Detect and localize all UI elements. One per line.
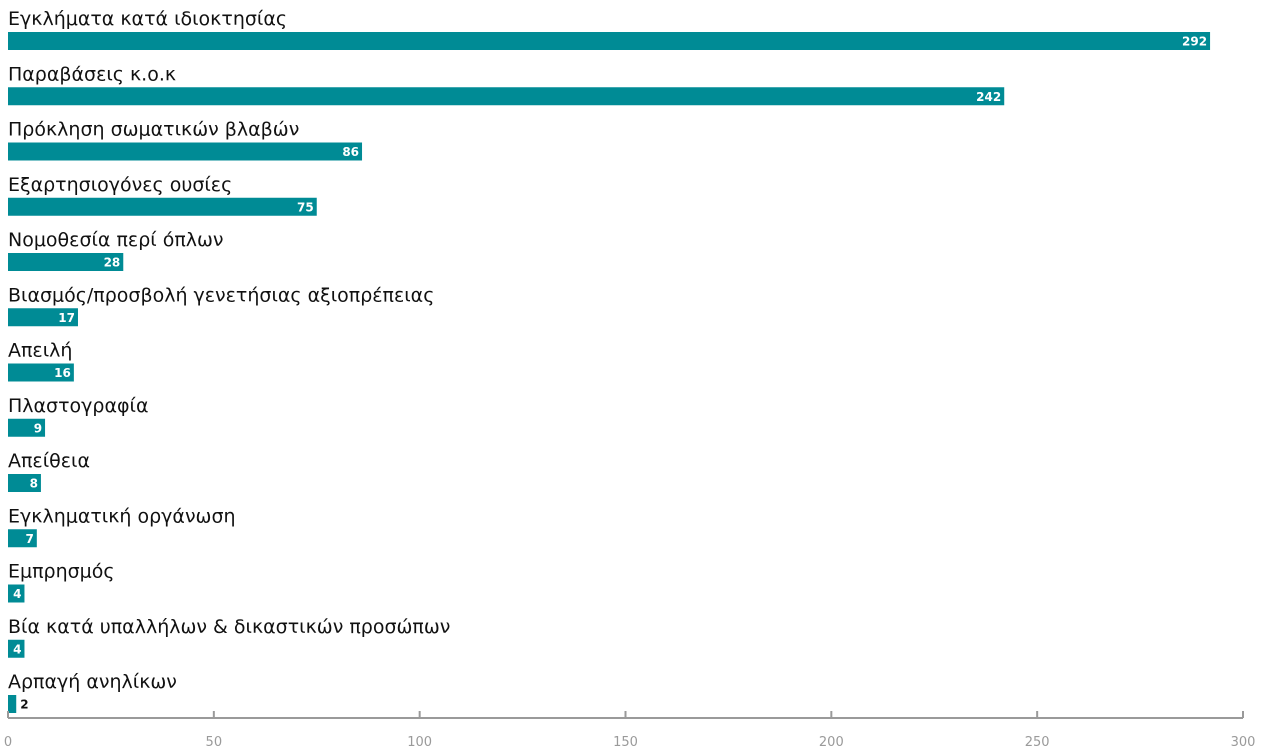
bar <box>8 142 363 161</box>
value-label: 16 <box>54 366 71 380</box>
value-label: 75 <box>297 200 314 214</box>
x-tick-label: 300 <box>1231 735 1256 750</box>
value-label: 8 <box>30 477 38 491</box>
category-label: Νομοθεσία περί όπλων <box>8 229 224 251</box>
bar-row: Απειλή 16 <box>8 340 74 382</box>
bar <box>8 253 124 271</box>
category-label: Παραβάσεις κ.ο.κ <box>8 63 176 85</box>
bar <box>8 32 1211 50</box>
value-label: 242 <box>976 90 1001 104</box>
value-label: 4 <box>13 642 21 656</box>
category-label: Αρπαγή ανηλίκων <box>8 671 177 693</box>
value-label: 292 <box>1182 35 1207 49</box>
bar-row: Εξαρτησιογόνες ουσίες 75 <box>8 174 317 216</box>
bar <box>8 87 1005 106</box>
bar <box>8 584 25 603</box>
bar-row: Εγκλήματα κατά ιδιοκτησίας 292 <box>8 8 1211 50</box>
bar-row: Βία κατά υπαλλήλων & δικαστικών προσώπων… <box>8 616 450 658</box>
bar <box>8 529 37 548</box>
value-label: 4 <box>13 587 21 601</box>
bar-row: Πλαστογραφία 9 <box>8 395 148 437</box>
value-label: 86 <box>342 145 359 159</box>
bar <box>8 639 25 658</box>
category-label: Εξαρτησιογόνες ουσίες <box>8 174 232 196</box>
x-tick-label: 100 <box>407 735 432 750</box>
category-label: Απείθεια <box>8 450 90 472</box>
bar-row: Παραβάσεις κ.ο.κ 242 <box>8 63 1005 106</box>
bar <box>8 363 74 382</box>
x-axis: 0 50 100 150 200 250 300 <box>4 711 1256 750</box>
bar <box>8 197 317 216</box>
value-label: 9 <box>34 421 42 435</box>
bar <box>8 418 46 437</box>
category-label: Πλαστογραφία <box>8 395 148 417</box>
category-label: Βία κατά υπαλλήλων & δικαστικών προσώπων <box>8 616 450 638</box>
bar-row: Νομοθεσία περί όπλων 28 <box>8 229 224 271</box>
x-tick-label: 50 <box>206 735 223 750</box>
bar-row: Πρόκληση σωματικών βλαβών 86 <box>8 119 363 161</box>
x-tick-label: 0 <box>4 735 12 750</box>
bar <box>8 308 78 327</box>
bars-layer: Εγκλήματα κατά ιδιοκτησίας 292 Παραβάσεις … <box>8 8 1211 713</box>
category-label: Εγκληματική οργάνωση <box>8 505 236 527</box>
value-label: 28 <box>104 256 121 270</box>
bar <box>8 695 17 713</box>
bar <box>8 474 41 492</box>
category-label: Απειλή <box>8 340 72 362</box>
category-label: Πρόκληση σωματικών βλαβών <box>8 119 299 141</box>
bar-row: Εμπρησμός 4 <box>8 561 115 603</box>
x-tick-label: 250 <box>1025 735 1050 750</box>
category-label: Εγκλήματα κατά ιδιοκτησίας <box>8 8 287 30</box>
x-tick-label: 150 <box>613 735 638 750</box>
category-label: Βιασμός/προσβολή γενετήσιας αξιοπρέπειας <box>8 284 434 306</box>
bar-row: Αρπαγή ανηλίκων 2 <box>8 671 177 713</box>
bar-row: Εγκληματική οργάνωση 7 <box>8 505 236 548</box>
x-tick-label: 200 <box>819 735 844 750</box>
bar-row: Απείθεια 8 <box>8 450 90 492</box>
value-label: 17 <box>58 311 75 325</box>
value-label: 7 <box>25 532 33 546</box>
category-label: Εμπρησμός <box>8 561 115 583</box>
bar-row: Βιασμός/προσβολή γενετήσιας αξιοπρέπειας… <box>8 284 434 327</box>
value-label: 2 <box>20 698 28 712</box>
